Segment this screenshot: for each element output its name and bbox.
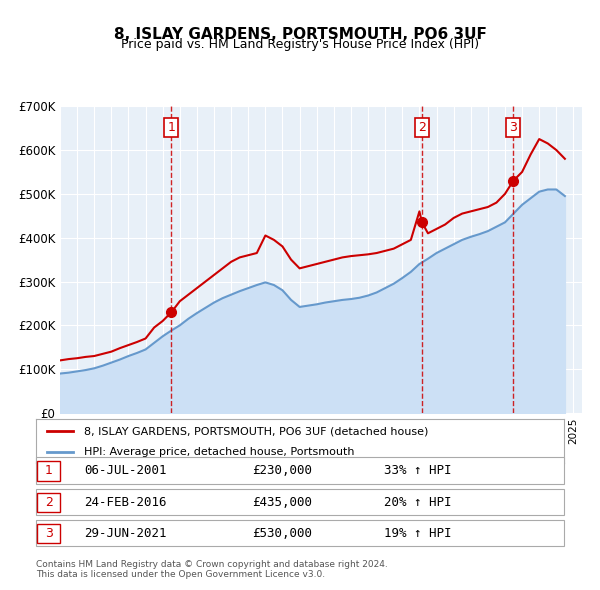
Text: 33% ↑ HPI: 33% ↑ HPI: [384, 464, 451, 477]
Text: £435,000: £435,000: [252, 496, 312, 509]
Text: 1: 1: [167, 121, 175, 134]
Text: 3: 3: [44, 527, 53, 540]
Text: 1: 1: [44, 464, 53, 477]
Text: 2: 2: [44, 496, 53, 509]
Text: £230,000: £230,000: [252, 464, 312, 477]
Text: 24-FEB-2016: 24-FEB-2016: [84, 496, 167, 509]
Text: 8, ISLAY GARDENS, PORTSMOUTH, PO6 3UF (detached house): 8, ISLAY GARDENS, PORTSMOUTH, PO6 3UF (d…: [83, 427, 428, 436]
Text: 29-JUN-2021: 29-JUN-2021: [84, 527, 167, 540]
Text: 2: 2: [418, 121, 426, 134]
Text: 06-JUL-2001: 06-JUL-2001: [84, 464, 167, 477]
Text: Contains HM Land Registry data © Crown copyright and database right 2024.
This d: Contains HM Land Registry data © Crown c…: [36, 560, 388, 579]
Text: 20% ↑ HPI: 20% ↑ HPI: [384, 496, 451, 509]
Text: Price paid vs. HM Land Registry's House Price Index (HPI): Price paid vs. HM Land Registry's House …: [121, 38, 479, 51]
Text: 19% ↑ HPI: 19% ↑ HPI: [384, 527, 451, 540]
Text: 3: 3: [509, 121, 517, 134]
Text: 8, ISLAY GARDENS, PORTSMOUTH, PO6 3UF: 8, ISLAY GARDENS, PORTSMOUTH, PO6 3UF: [113, 27, 487, 41]
Text: HPI: Average price, detached house, Portsmouth: HPI: Average price, detached house, Port…: [83, 447, 354, 457]
Text: £530,000: £530,000: [252, 527, 312, 540]
